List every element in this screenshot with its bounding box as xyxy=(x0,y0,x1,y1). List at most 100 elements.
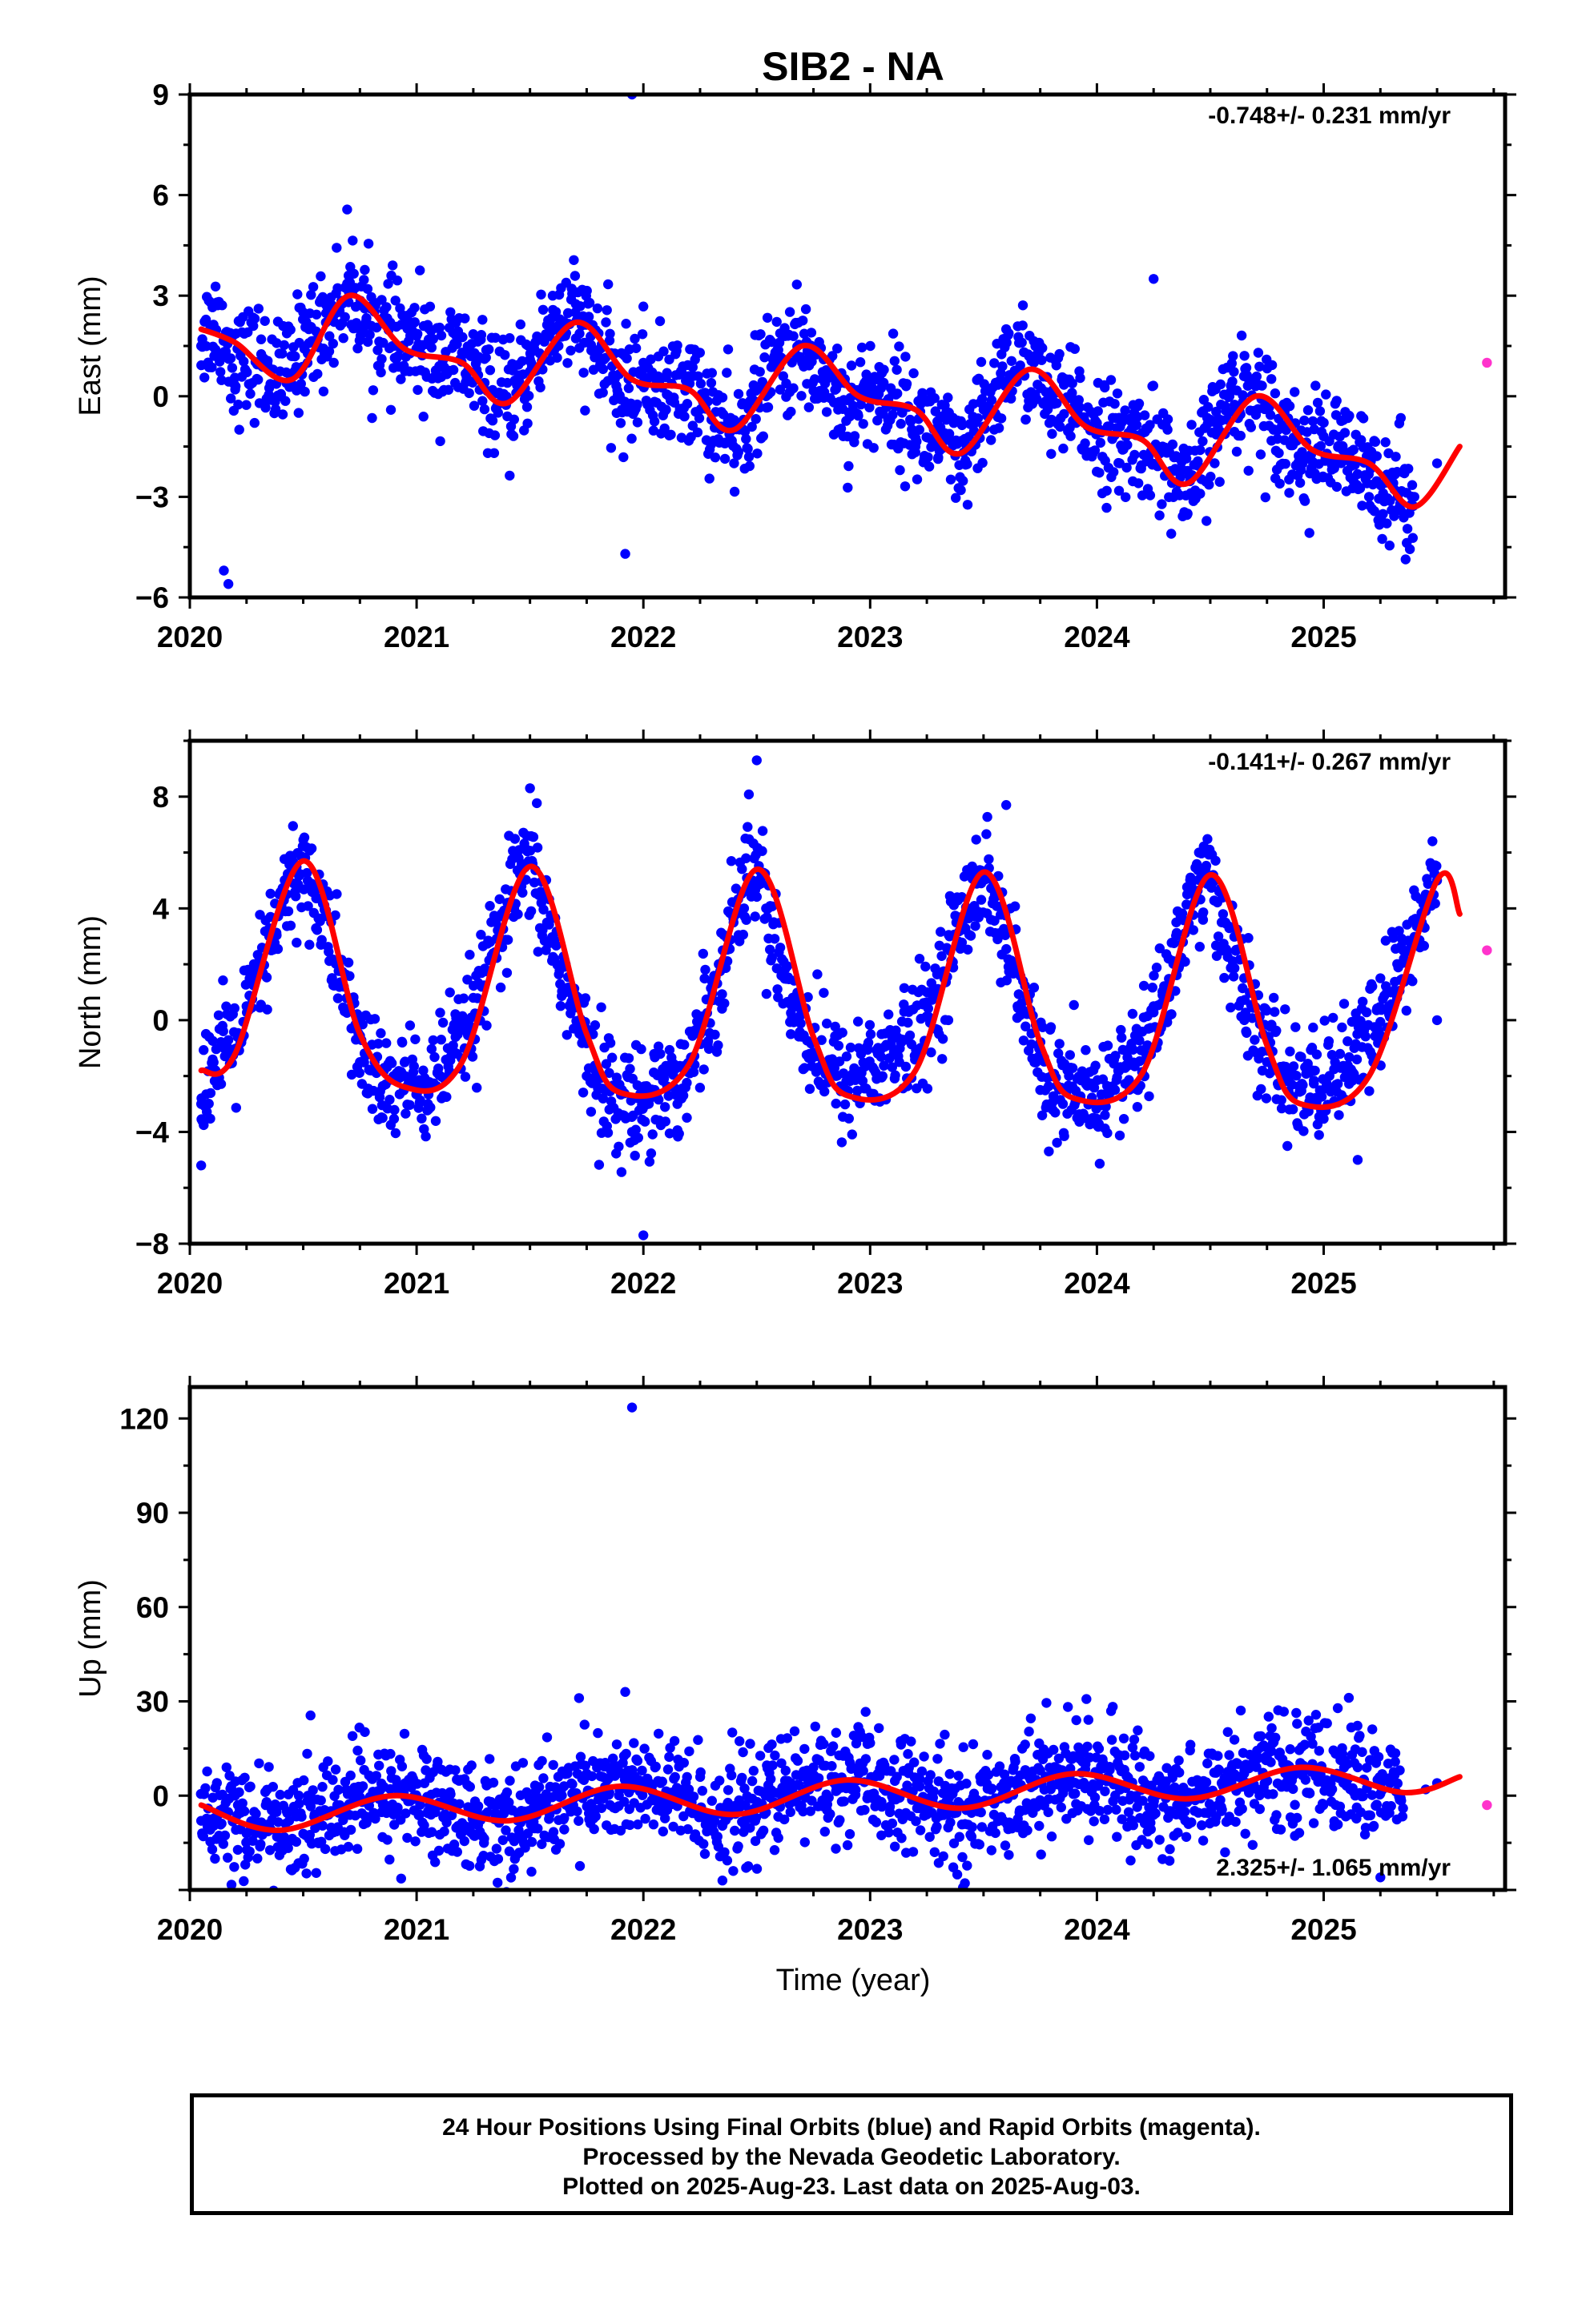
final-point xyxy=(1376,1004,1387,1015)
final-point xyxy=(232,1844,244,1856)
final-point xyxy=(912,474,923,485)
final-point xyxy=(787,357,797,368)
final-point xyxy=(1218,909,1229,919)
final-point xyxy=(1382,518,1392,529)
final-point xyxy=(890,1841,900,1852)
final-point xyxy=(682,399,693,409)
final-point xyxy=(920,961,931,972)
final-point xyxy=(1239,351,1250,361)
final-point xyxy=(1186,880,1197,891)
final-point xyxy=(219,1043,229,1053)
final-point xyxy=(835,424,847,434)
final-point xyxy=(1288,1061,1299,1072)
final-point xyxy=(332,283,343,293)
final-point xyxy=(767,952,777,963)
final-point xyxy=(722,1856,733,1866)
final-point xyxy=(884,1827,894,1838)
final-point xyxy=(1111,1804,1121,1815)
final-point xyxy=(630,343,642,353)
final-point xyxy=(308,1785,318,1795)
final-point xyxy=(354,1068,364,1079)
final-point xyxy=(844,1829,855,1839)
final-point xyxy=(497,1835,508,1845)
final-point xyxy=(1331,396,1342,406)
final-point xyxy=(1037,1022,1048,1033)
final-point xyxy=(863,1044,873,1055)
final-point xyxy=(1274,478,1285,489)
final-point xyxy=(216,1818,227,1829)
final-point xyxy=(299,1853,309,1864)
y-tick-label: 9 xyxy=(152,78,169,111)
final-point xyxy=(1127,1742,1138,1753)
final-point xyxy=(253,374,264,385)
final-point xyxy=(879,364,889,375)
final-point xyxy=(786,1029,796,1039)
final-point xyxy=(434,322,445,333)
final-point xyxy=(215,1079,227,1089)
final-point xyxy=(819,1086,830,1097)
final-point xyxy=(1064,1071,1074,1081)
final-point xyxy=(639,1743,650,1754)
final-point xyxy=(971,834,981,845)
final-point xyxy=(1010,901,1020,911)
final-point xyxy=(211,1043,222,1055)
final-point xyxy=(284,1815,295,1826)
final-point xyxy=(792,1755,803,1766)
final-point xyxy=(433,1756,443,1767)
final-point xyxy=(888,328,899,339)
final-point xyxy=(1102,1128,1113,1139)
final-point xyxy=(630,333,640,344)
final-point xyxy=(751,384,762,395)
final-point xyxy=(804,1084,815,1094)
final-point xyxy=(202,1766,212,1777)
final-point xyxy=(449,1839,460,1850)
final-point xyxy=(1082,1741,1093,1752)
final-point xyxy=(514,376,525,387)
final-point xyxy=(485,1754,495,1764)
final-point xyxy=(963,944,973,955)
final-point xyxy=(1367,981,1378,991)
final-point xyxy=(1409,492,1419,502)
outlier-point xyxy=(1148,274,1159,284)
final-point xyxy=(888,409,898,420)
final-point xyxy=(874,1723,884,1734)
final-point xyxy=(312,368,323,380)
final-point xyxy=(316,271,326,282)
final-point xyxy=(421,1131,431,1142)
final-point xyxy=(637,329,648,340)
final-point xyxy=(889,1755,900,1765)
final-point xyxy=(374,1760,384,1771)
final-point xyxy=(1132,1102,1143,1112)
final-point xyxy=(355,1057,365,1068)
final-point xyxy=(1121,462,1132,473)
y-tick-label: 4 xyxy=(152,892,169,925)
final-point xyxy=(611,1739,622,1750)
final-point xyxy=(376,354,387,364)
final-point xyxy=(909,1757,920,1767)
final-point xyxy=(562,1030,572,1040)
final-point xyxy=(692,427,703,438)
final-point xyxy=(945,1817,956,1827)
final-point xyxy=(598,388,608,398)
final-point xyxy=(479,1833,489,1844)
final-point xyxy=(1198,436,1208,447)
final-point xyxy=(827,1761,837,1771)
final-point xyxy=(304,939,315,950)
final-point xyxy=(1315,440,1326,452)
final-point xyxy=(524,391,534,401)
final-point xyxy=(536,289,546,300)
final-point xyxy=(320,1844,331,1855)
final-point xyxy=(877,1071,888,1081)
final-point xyxy=(900,1061,912,1072)
final-point xyxy=(876,1029,887,1039)
final-point xyxy=(767,1739,777,1750)
final-point xyxy=(1370,436,1381,447)
final-point xyxy=(1333,1079,1343,1089)
final-point xyxy=(1290,1022,1301,1032)
final-point xyxy=(352,1745,363,1756)
final-point xyxy=(799,1743,810,1755)
final-point xyxy=(1240,1007,1251,1018)
figure-title: SIB2 - NA xyxy=(762,44,944,89)
final-point xyxy=(1059,1131,1069,1141)
final-point xyxy=(1084,1835,1094,1845)
